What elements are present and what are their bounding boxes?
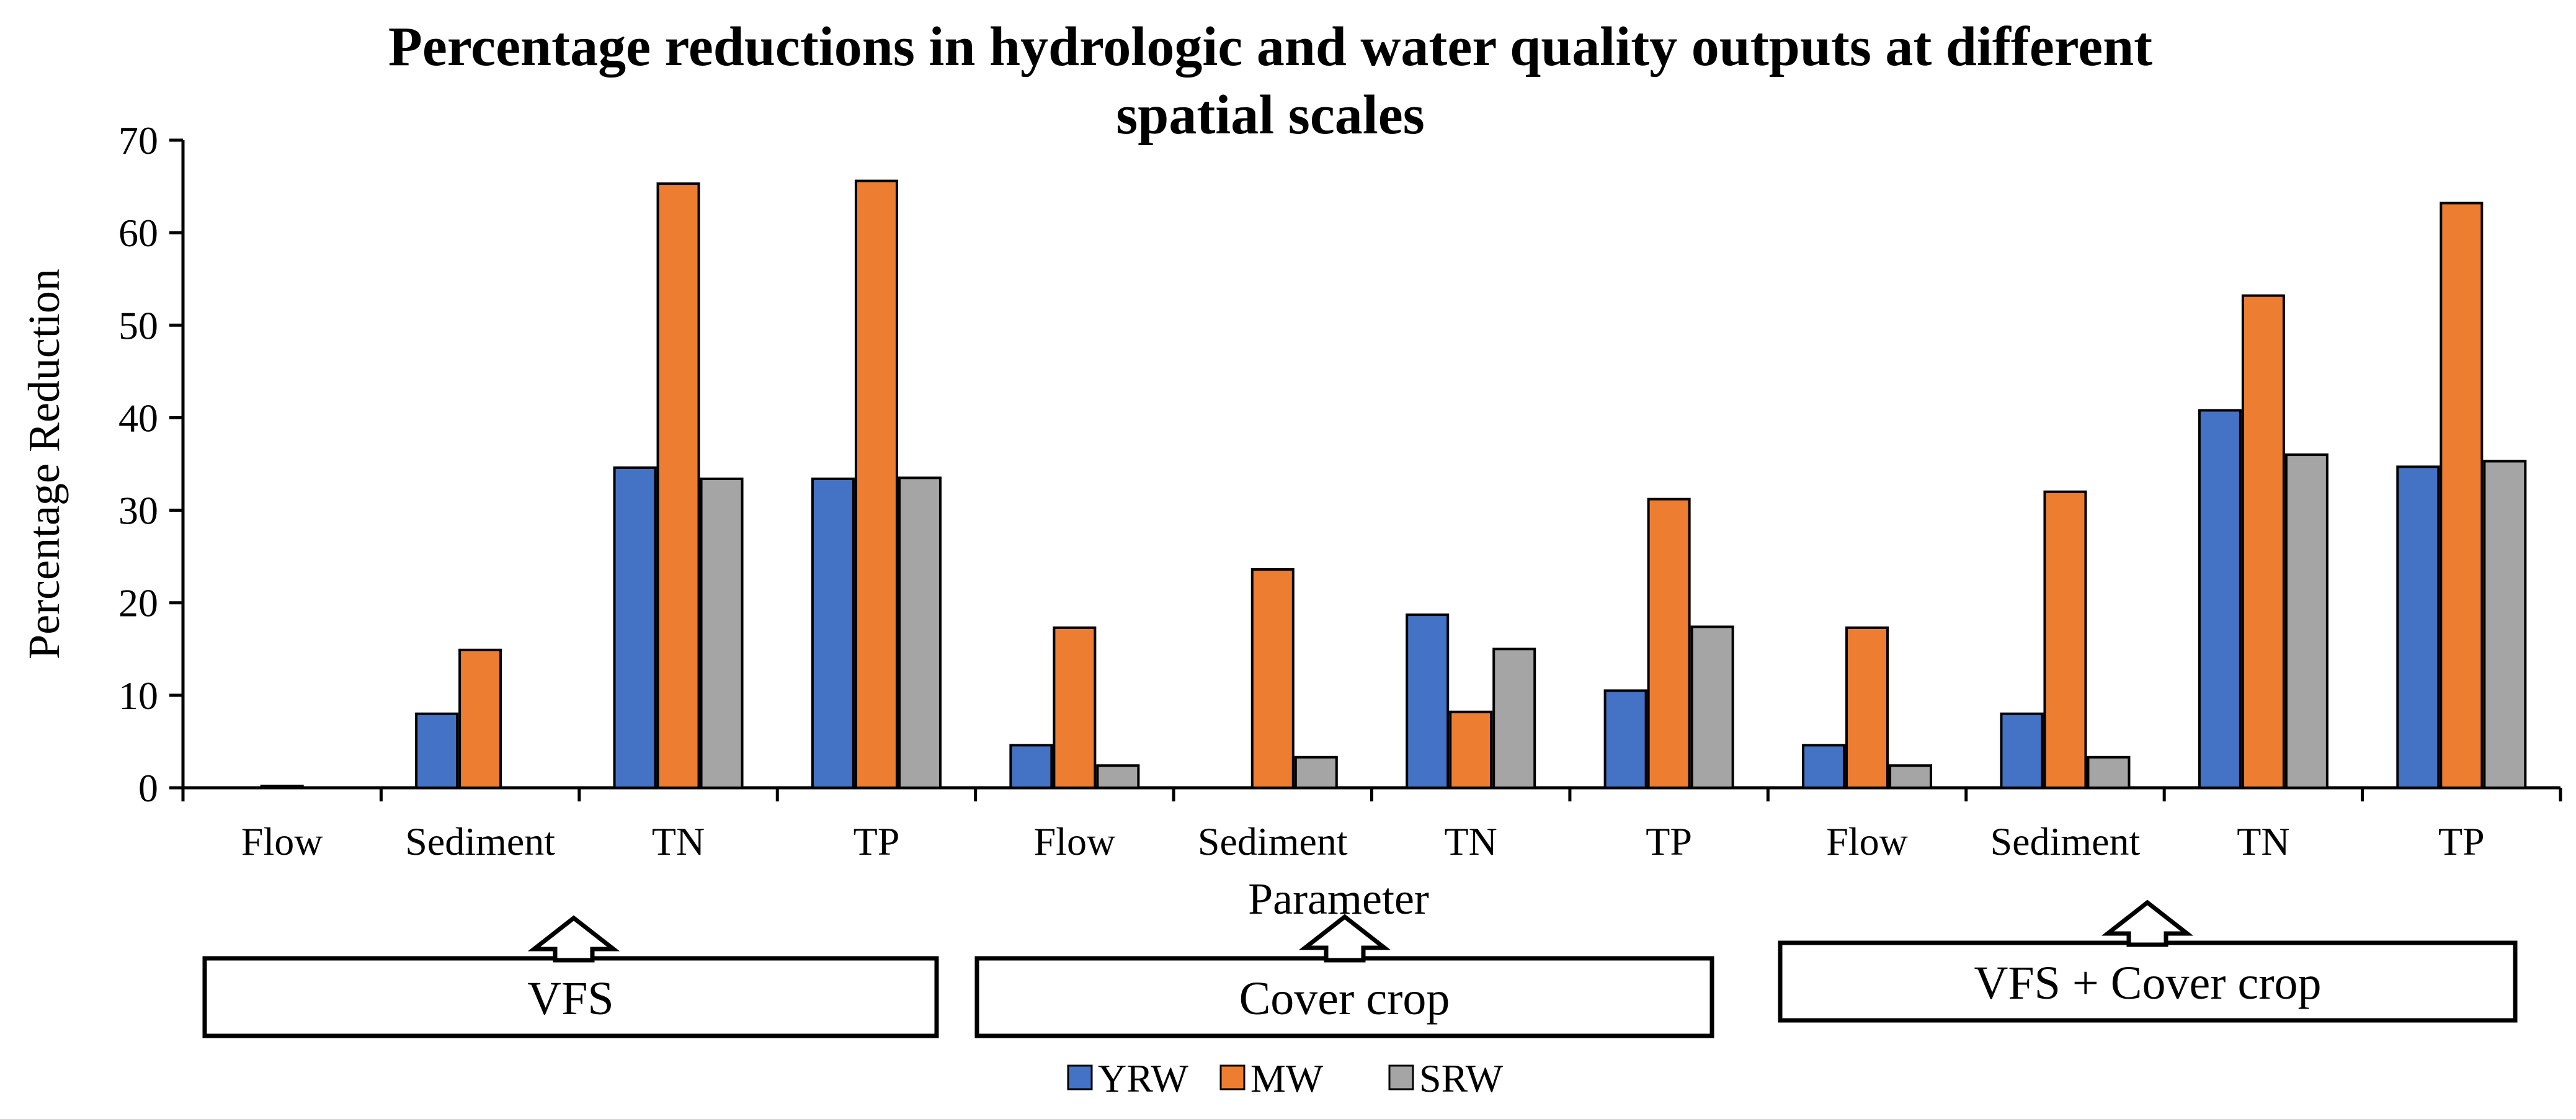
bar-mw-7: [1647, 497, 1691, 789]
bar-srw-2: [700, 477, 744, 789]
bar-yrw-2: [613, 466, 657, 789]
bar-yrw-4: [1009, 744, 1053, 789]
bar-srw-4: [1096, 764, 1140, 789]
x-axis-title: Parameter: [1248, 874, 1429, 924]
y-tick-label: 40: [118, 396, 158, 440]
bar-srw-7: [1690, 625, 1734, 790]
x-tick-label: Sediment: [1198, 819, 1348, 863]
legend-swatch: [1067, 1064, 1093, 1090]
bar-yrw-10: [2198, 409, 2242, 789]
bar-srw-3: [898, 476, 942, 789]
legend-swatch: [1388, 1064, 1414, 1090]
bar-srw-5: [1294, 756, 1338, 789]
legend-label: SRW: [1419, 1056, 1504, 1100]
y-tick-label: 70: [118, 118, 158, 163]
up-arrow-icon: [2101, 899, 2194, 947]
title-line-1: Percentage reductions in hydrologic and …: [388, 16, 2152, 78]
axes: 0 10 20 30 40 50 60 70 Percentage Reduction Param…: [19, 118, 2562, 924]
legend-label: MW: [1250, 1056, 1324, 1100]
x-tick-label: TP: [1646, 819, 1692, 863]
x-tick-label: Flow: [1034, 819, 1116, 863]
x-tick-label: Flow: [1826, 819, 1908, 863]
bar-yrw-9: [2000, 712, 2044, 789]
y-tick-label: 10: [118, 674, 158, 718]
legend: YRW MW SRW: [1067, 1056, 1504, 1100]
bar-mw-1: [458, 648, 502, 789]
legend-label: YRW: [1098, 1056, 1188, 1100]
bar-mw-4: [1053, 626, 1097, 789]
group-label: VFS: [527, 973, 613, 1025]
group-box-0: VFS: [202, 915, 939, 1038]
bar-mw-11: [2440, 202, 2484, 790]
bar-yrw-7: [1603, 689, 1647, 790]
bar-mw-5: [1250, 568, 1295, 789]
x-tick-label: TP: [2438, 819, 2485, 863]
group-box-1: Cover crop: [974, 914, 1714, 1038]
group-box-2: VFS + Cover crop: [1778, 899, 2518, 1023]
x-tick-label: TN: [652, 819, 705, 863]
bar-srw-8: [1889, 764, 1933, 789]
legend-swatch: [1219, 1064, 1246, 1090]
up-arrow-icon: [1298, 914, 1391, 963]
y-tick-label: 0: [138, 766, 158, 810]
group-box-frame: [202, 956, 939, 1038]
x-tick-label: Sediment: [405, 819, 555, 863]
group-label: Cover crop: [1239, 973, 1450, 1025]
bar-mw-10: [2241, 294, 2285, 789]
bar-mw-9: [2043, 490, 2087, 789]
chart-title: Percentage reductions in hydrologic and …: [388, 16, 2152, 146]
x-tick-label: TN: [2237, 819, 2289, 863]
bar-mw-0: [260, 785, 304, 789]
x-tick-labels: Flow Sediment TN TP Flow Sediment TN TP Flow Sedi…: [241, 819, 2485, 863]
y-tick-label: 50: [118, 303, 158, 347]
bar-srw-9: [2087, 756, 2131, 789]
y-axis-title: Percentage Reduction: [19, 269, 69, 659]
y-tick-label: 20: [118, 581, 158, 625]
y-tick-label: 30: [118, 489, 158, 533]
group-box-frame: [974, 956, 1714, 1038]
bar-mw-3: [854, 179, 898, 789]
y-tick-label: 60: [118, 211, 158, 255]
bar-mw-2: [656, 182, 700, 789]
bar-yrw-8: [1802, 744, 1846, 789]
legend-item-yrw: YRW: [1067, 1056, 1188, 1100]
x-tick-label: Sediment: [1990, 819, 2141, 863]
bar-srw-10: [2284, 453, 2329, 789]
x-tick-label: TP: [853, 819, 900, 863]
bar-yrw-11: [2396, 465, 2440, 789]
x-tick-label: TN: [1445, 819, 1497, 863]
bar-srw-6: [1492, 648, 1536, 790]
bar-mw-6: [1449, 710, 1493, 790]
bar-srw-11: [2483, 460, 2527, 789]
bars: [260, 179, 2527, 790]
group-box-frame: [1778, 940, 2518, 1023]
title-line-2: spatial scales: [1116, 84, 1425, 146]
bar-yrw-3: [811, 477, 855, 789]
bar-mw-8: [1845, 626, 1889, 789]
legend-item-srw: SRW: [1388, 1056, 1504, 1100]
x-tick-label: Flow: [241, 819, 323, 863]
up-arrow-icon: [527, 915, 620, 963]
group-label: VFS + Cover crop: [1974, 957, 2321, 1009]
legend-item-mw: MW: [1219, 1056, 1324, 1100]
treatment-group-boxes: VFS Cover crop VFS + Cover crop: [202, 899, 2518, 1038]
bar-yrw-1: [415, 712, 459, 789]
bar-yrw-6: [1406, 613, 1450, 789]
